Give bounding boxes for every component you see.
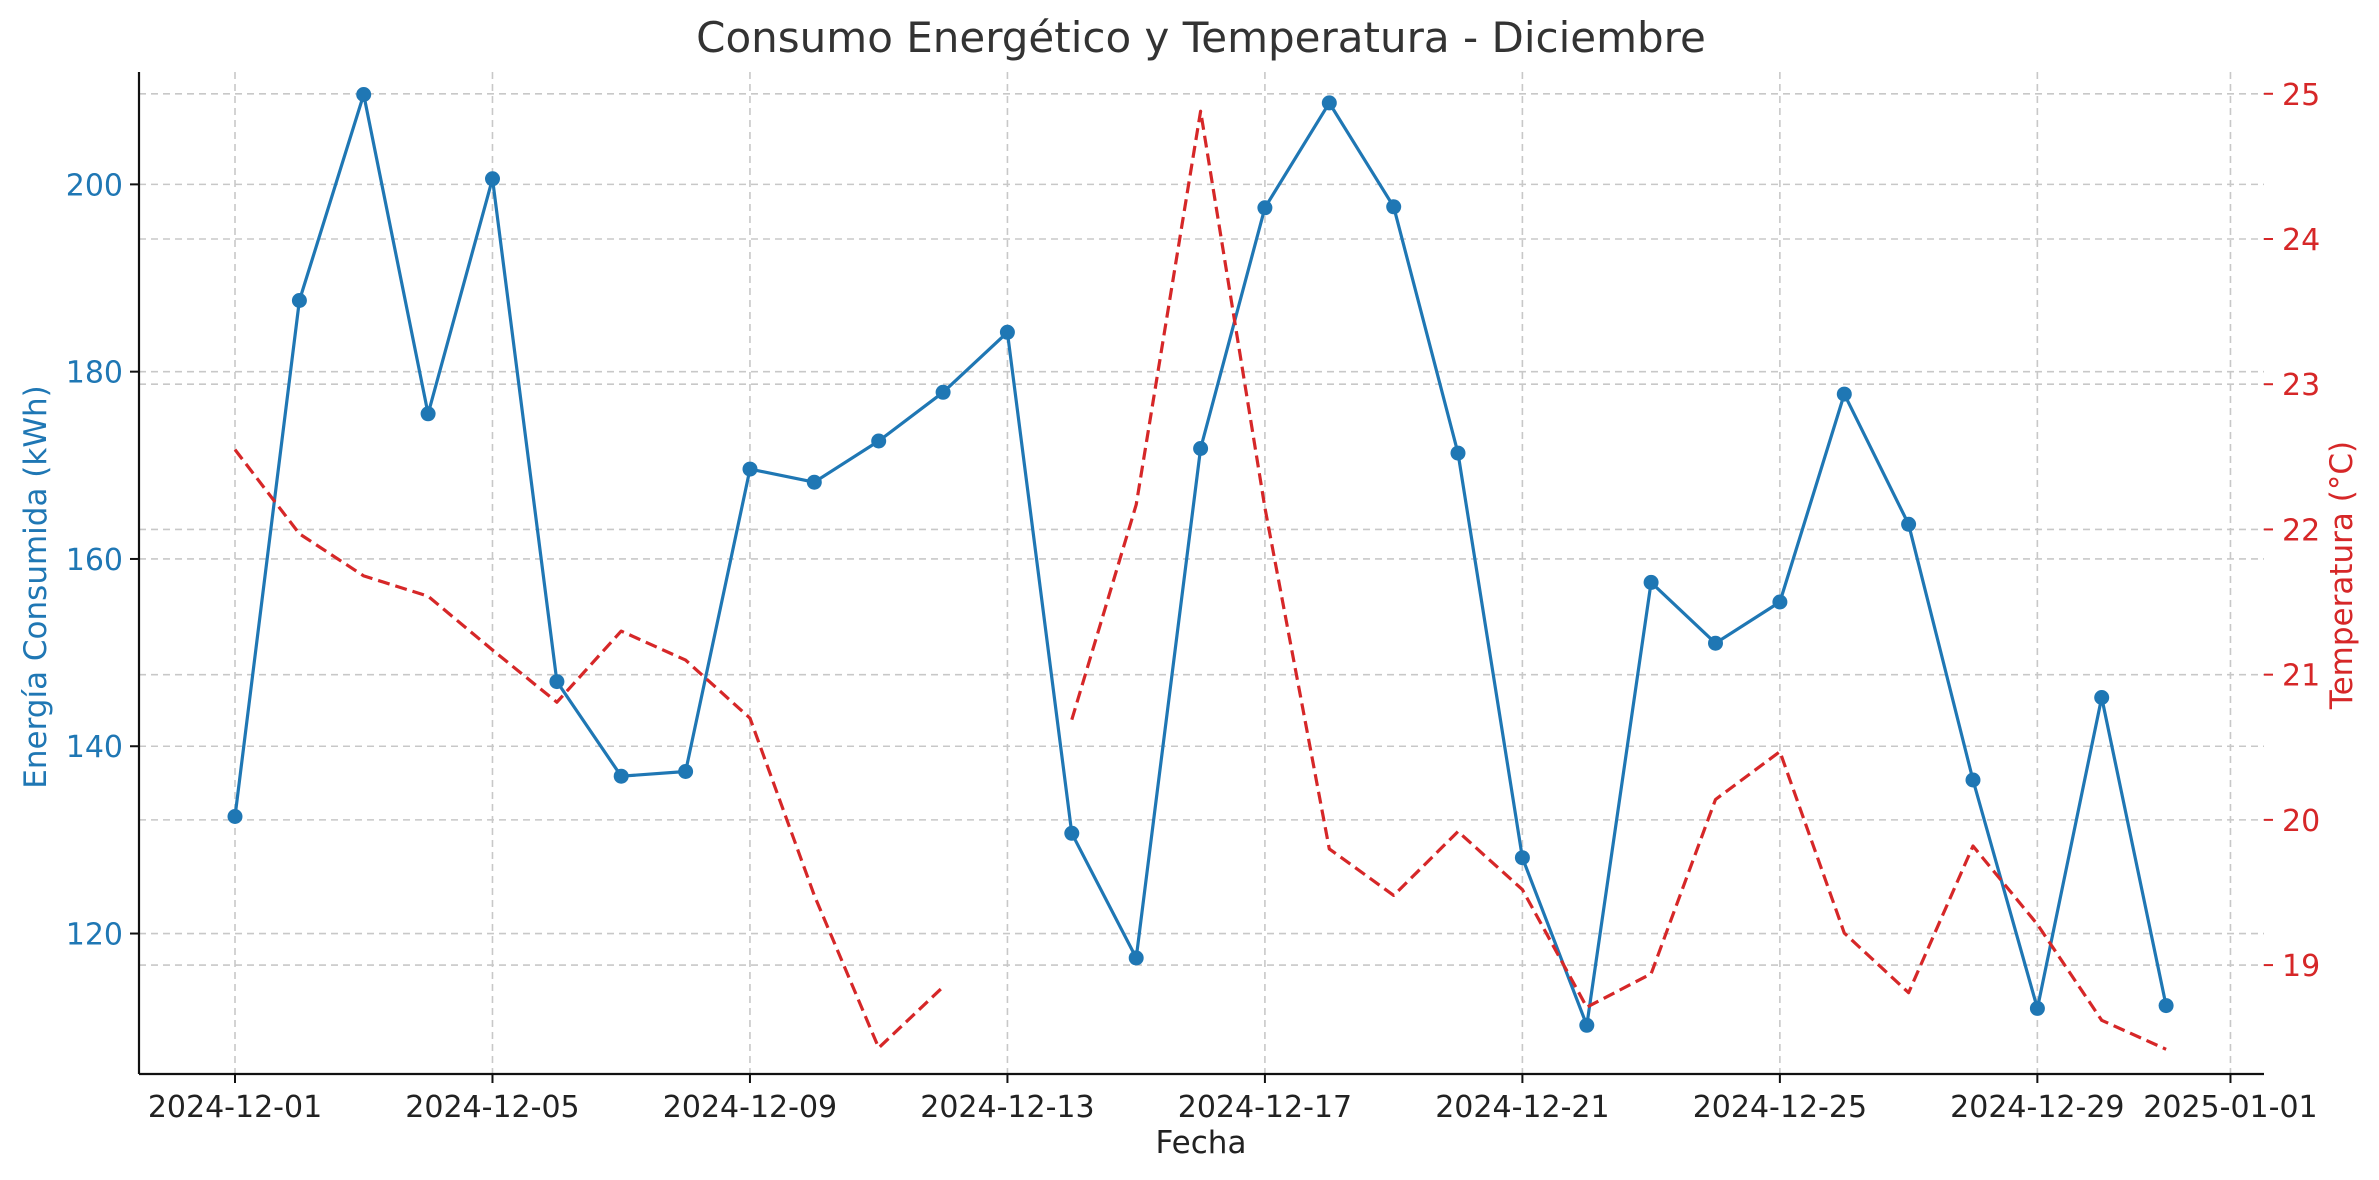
- energy-point: [935, 384, 951, 400]
- left-tick-label: 140: [66, 730, 123, 765]
- energy-point: [1901, 516, 1917, 532]
- x-tick-label: 2024-12-21: [1435, 1090, 1609, 1125]
- energy-point: [1643, 574, 1659, 590]
- left-tick-label: 120: [66, 918, 123, 953]
- x-tick-label: 2024-12-13: [920, 1090, 1094, 1125]
- x-tick-label: 2024-12-05: [405, 1090, 579, 1125]
- energy-point: [2094, 690, 2110, 705]
- right-tick-label: 20: [2282, 804, 2320, 839]
- energy-line: [233, 92, 2168, 1027]
- energy-point: [420, 406, 436, 422]
- energy-point: [678, 764, 694, 779]
- x-tick-label: 2024-12-25: [1693, 1090, 1867, 1125]
- energy-point: [1836, 386, 1852, 402]
- energy-point: [613, 768, 629, 784]
- energy-point: [871, 433, 887, 449]
- right-tick-label: 19: [2282, 949, 2320, 984]
- right-tick-label: 21: [2282, 659, 2320, 694]
- temperature-series: [233, 109, 2167, 1051]
- energy-point: [1321, 95, 1337, 111]
- right-tick-label: 24: [2282, 223, 2320, 258]
- energy-point: [2029, 1000, 2045, 1016]
- energy-point: [1386, 199, 1402, 215]
- right-tick-label: 22: [2282, 513, 2320, 548]
- temperature-line: [233, 109, 2167, 1051]
- energy-point: [1708, 635, 1723, 651]
- right-tick-label: 25: [2282, 78, 2320, 113]
- x-tick-label: 2024-12-17: [1178, 1090, 1352, 1125]
- energy-point: [2158, 998, 2174, 1014]
- ticks: 2024-12-01 2024-12-05 2024-12-09 2024-12-13…: [66, 78, 2320, 1125]
- right-axis-label: Temperatura (°C): [2324, 441, 2360, 710]
- energy-point: [742, 461, 758, 477]
- energy-point: [549, 674, 565, 690]
- energy-point: [1193, 441, 1209, 456]
- energy-point: [1450, 445, 1466, 461]
- energy-point: [1579, 1017, 1595, 1033]
- energy-point: [1128, 950, 1144, 966]
- left-tick-label: 160: [66, 543, 123, 578]
- energy-point: [1257, 200, 1273, 216]
- x-axis-label: Fecha: [1156, 1125, 1247, 1161]
- left-tick-label: 200: [66, 168, 123, 203]
- energy-point: [356, 87, 372, 102]
- energy-point: [291, 293, 307, 308]
- energy-point: [1514, 850, 1530, 866]
- energy-point: [806, 474, 822, 490]
- grid: [139, 72, 2264, 1074]
- x-tick-label: 2025-01-01: [2143, 1090, 2317, 1125]
- left-tick-label: 180: [66, 356, 123, 391]
- energy-point: [999, 324, 1015, 340]
- energy-point: [1772, 594, 1788, 610]
- energy-point: [1064, 825, 1080, 841]
- x-tick-label: 2024-12-01: [148, 1090, 322, 1125]
- x-tick-label: 2024-12-29: [1950, 1090, 2124, 1125]
- chart-title: Consumo Energético y Temperatura - Dicie…: [696, 13, 1706, 62]
- right-tick-label: 23: [2282, 368, 2320, 403]
- energy-point: [1965, 772, 1981, 788]
- energy-series: [227, 87, 2174, 1033]
- energy-point: [227, 809, 243, 824]
- x-tick-label: 2024-12-09: [663, 1090, 837, 1125]
- left-axis-label: Energía Consumida (kWh): [18, 385, 54, 788]
- energy-point: [485, 171, 500, 187]
